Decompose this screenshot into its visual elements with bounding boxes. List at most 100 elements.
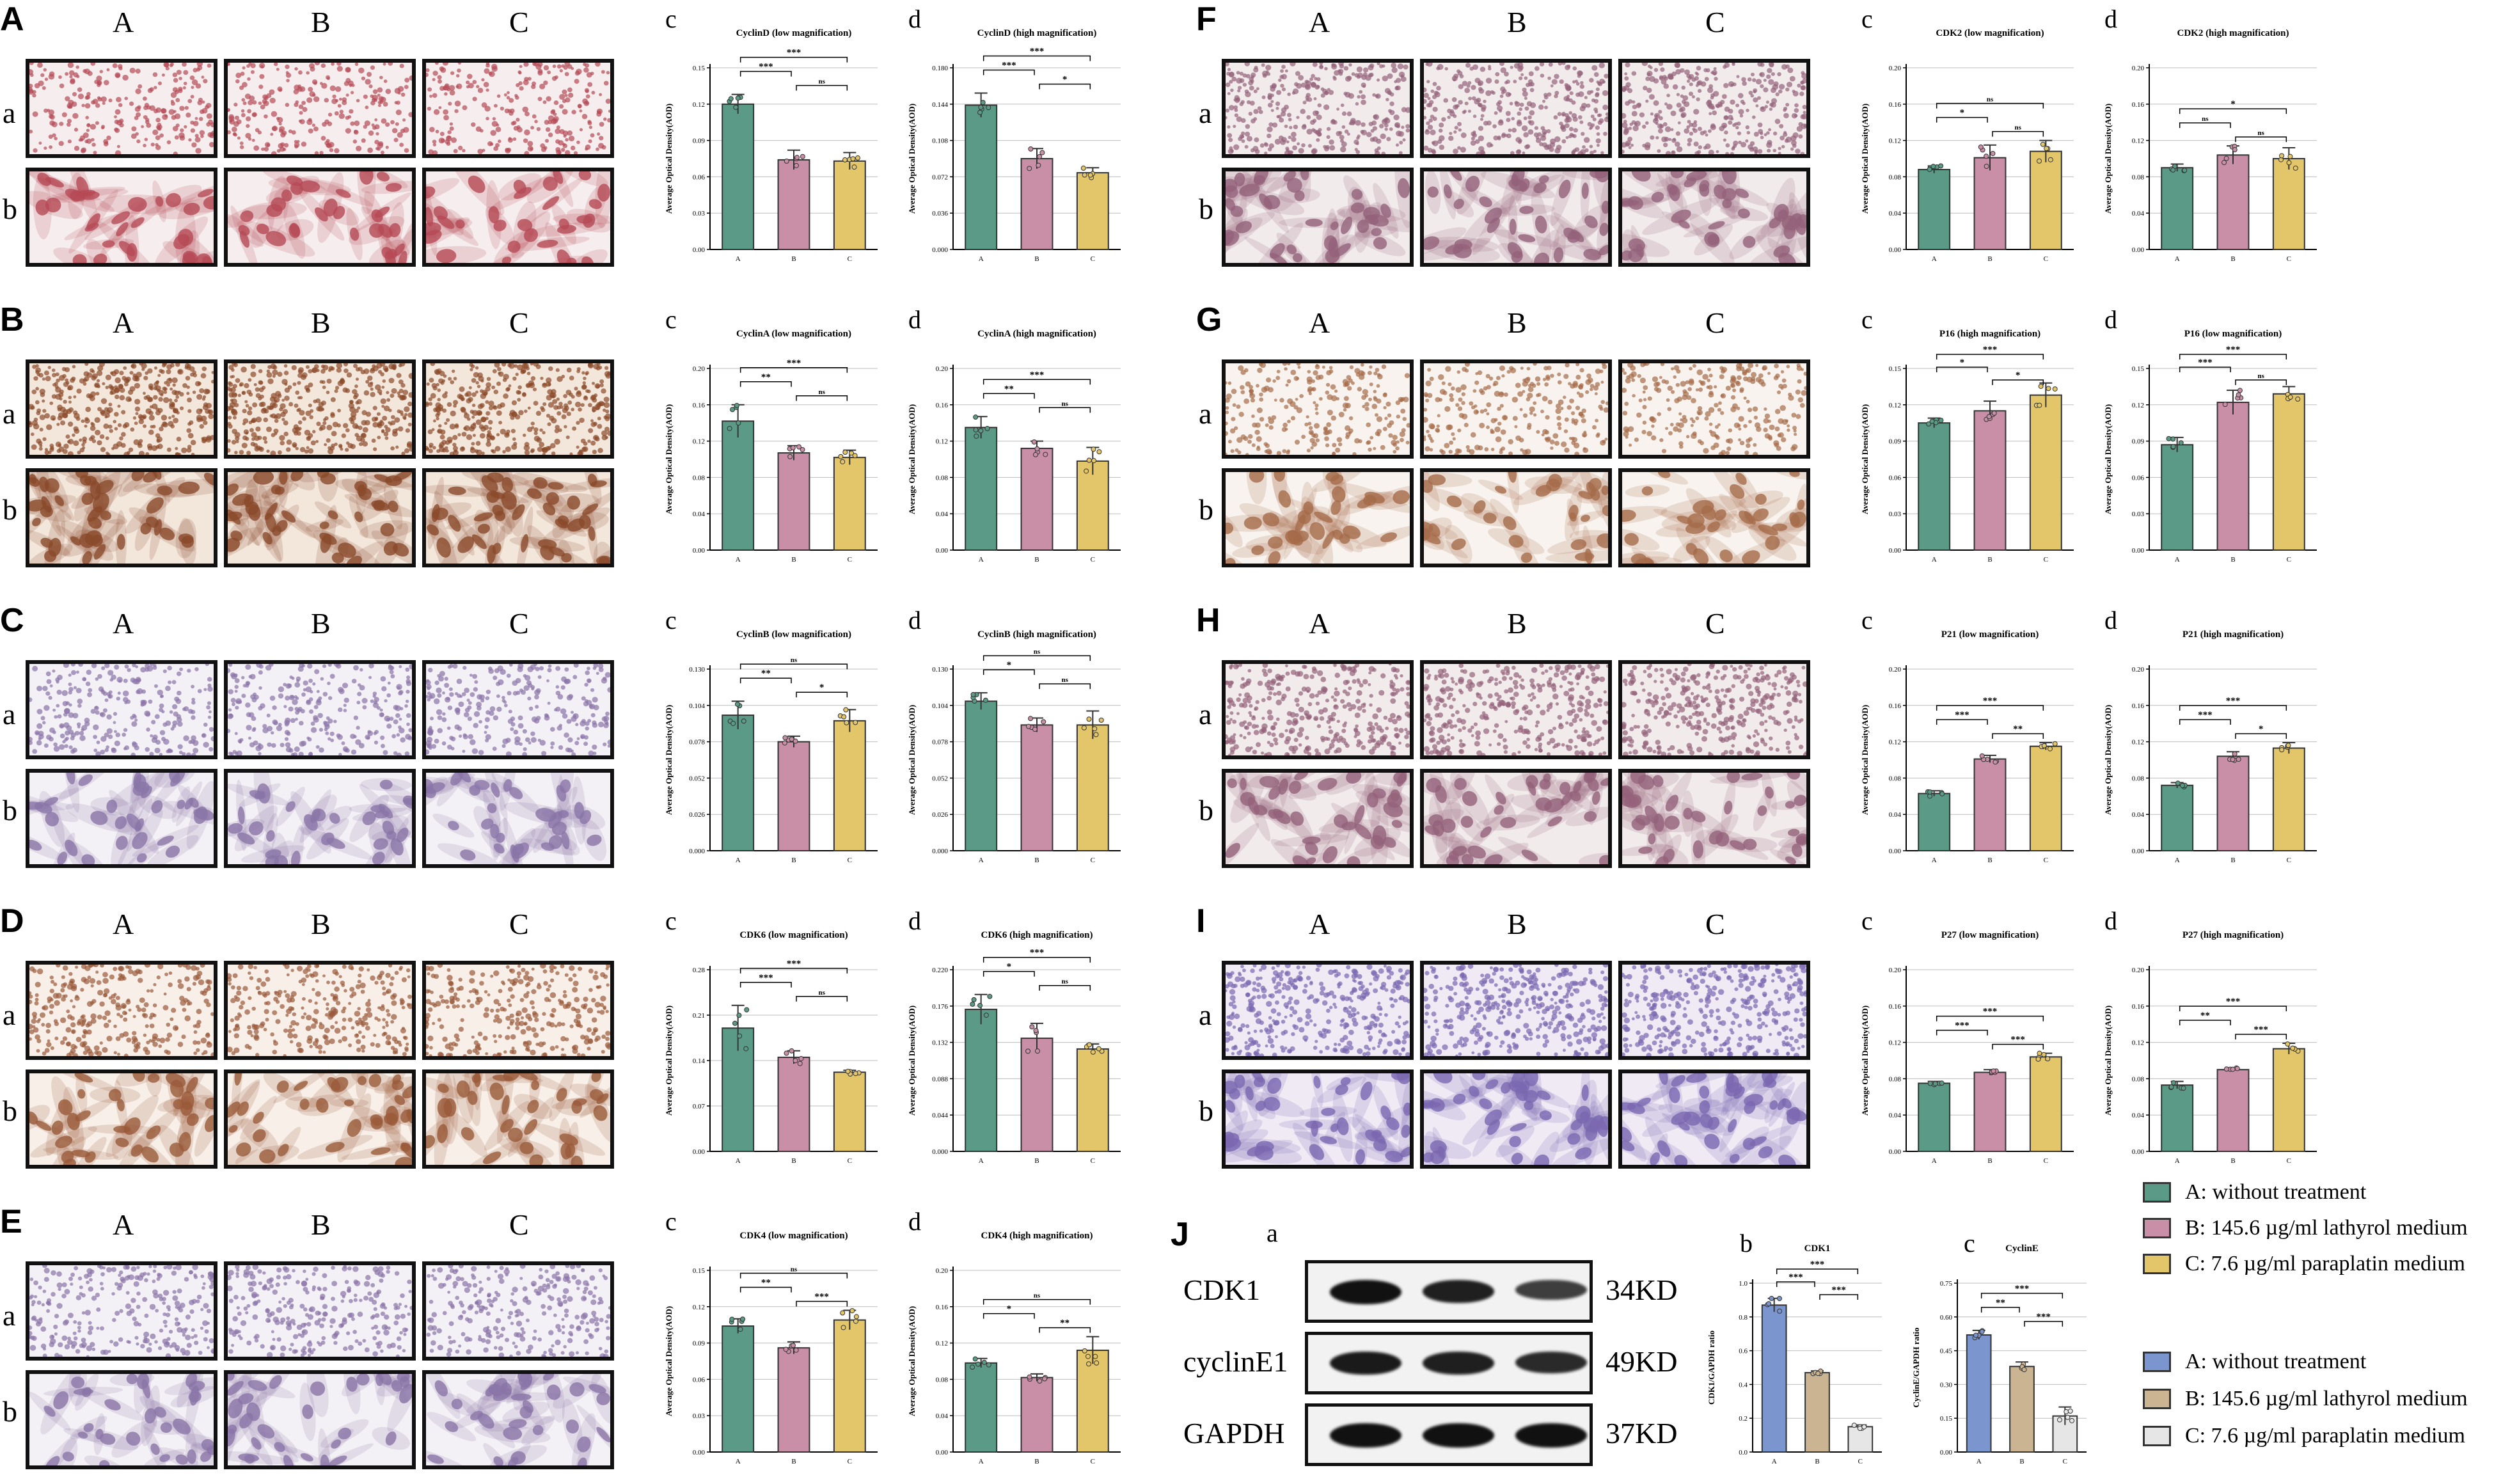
cell-dot (576, 68, 581, 74)
cell-dot (134, 718, 138, 722)
cell-dot (351, 991, 356, 997)
cell-dot (359, 983, 365, 988)
cell-dot (462, 666, 466, 670)
cell-dot (358, 980, 361, 984)
cell-dot (53, 983, 57, 986)
cell-dot (386, 398, 390, 402)
cell-dot (478, 720, 482, 724)
cell-dot (265, 1018, 269, 1022)
cell-dot (237, 1013, 241, 1016)
cell-dot (132, 1031, 136, 1036)
cell-dot (385, 427, 391, 432)
cell-dot (428, 1007, 432, 1012)
cell-dot (143, 1034, 146, 1037)
cell-dot (360, 438, 365, 442)
cell-dot (116, 97, 122, 102)
cell-dot (271, 731, 274, 734)
cell-dot (94, 79, 99, 84)
cell-dot (571, 750, 574, 753)
cell-dot (36, 709, 42, 714)
cell-dot (601, 70, 605, 74)
cell-dot (228, 752, 232, 755)
cell-dot (361, 1050, 365, 1053)
cell-dot (54, 382, 58, 386)
cell-dot (559, 94, 565, 100)
cell-dot (510, 727, 514, 731)
cell-dot (531, 737, 537, 743)
cell-dot (246, 682, 249, 685)
cell-dot (334, 148, 339, 154)
cell-dot (132, 1036, 138, 1041)
cell-dot (485, 710, 490, 714)
cell-dot (579, 418, 584, 423)
cell-dot (275, 1019, 280, 1024)
cell-dot (248, 138, 251, 141)
cell-dot (323, 997, 327, 1001)
cell-dot (208, 716, 211, 719)
cell-dot (280, 1004, 285, 1009)
cell-dot (494, 1014, 500, 1020)
cell-dot (45, 375, 51, 381)
cell-dot (245, 437, 249, 441)
bar-chart-C-c: CyclinB (low magnification)Average Optic… (659, 627, 889, 876)
cell-dot (493, 146, 498, 151)
cell-dot (465, 707, 470, 712)
cell-dot (449, 664, 453, 668)
column-label: A (113, 5, 134, 39)
cell-dot (335, 1028, 341, 1034)
cell-dot (287, 439, 292, 445)
cell-dot (232, 127, 237, 132)
cell-dot (150, 1023, 155, 1028)
cell-dot (460, 1018, 464, 1022)
cell-dot (78, 93, 84, 99)
cell-dot (40, 414, 45, 420)
cell-dot (382, 1018, 386, 1021)
cell-dot (390, 393, 394, 398)
cell-dot (294, 746, 300, 752)
cell-dot (235, 690, 238, 693)
cell-dot (252, 139, 255, 142)
cell-dot (39, 447, 43, 451)
cell-dot (429, 966, 434, 972)
cell-dot (73, 395, 76, 399)
micrograph-b-A (26, 1070, 217, 1169)
cell-dot (536, 411, 541, 416)
data-point (983, 698, 988, 702)
cell-dot (606, 1010, 609, 1013)
cell-dot (329, 366, 333, 370)
cell-dot (138, 970, 143, 974)
cell-dot (285, 103, 290, 107)
cell-dot (443, 115, 449, 120)
cell-dot (191, 128, 195, 132)
cell-dot (393, 705, 399, 710)
cell-dot (485, 417, 488, 420)
cell-dot (272, 1010, 277, 1015)
cell-dot (475, 381, 478, 384)
cell-dot (503, 393, 509, 399)
cell-dot (173, 72, 178, 77)
cell-dot (187, 987, 191, 991)
significance-label: ns (818, 78, 825, 86)
cell-dot (234, 1016, 239, 1021)
cell-dot (233, 416, 237, 420)
cell-dot (188, 138, 191, 141)
cell-dot (101, 398, 107, 404)
cell-dot (260, 402, 265, 407)
cell-dot (434, 369, 440, 374)
cell-dot (86, 670, 91, 675)
cell-dot (235, 997, 240, 1002)
cell-dot (253, 966, 257, 969)
cell-dot (544, 713, 548, 717)
cell-dot (233, 1048, 239, 1054)
cell-dot (564, 667, 569, 672)
cell-dot (429, 693, 435, 699)
cell-dot (286, 71, 289, 74)
cell-dot (42, 409, 46, 413)
cell-dot (196, 1009, 202, 1014)
cell-dot (546, 127, 550, 132)
cell-dot (440, 132, 445, 136)
cell-dot (188, 433, 194, 439)
cell-dot (502, 983, 505, 986)
cell-dot (258, 369, 263, 373)
